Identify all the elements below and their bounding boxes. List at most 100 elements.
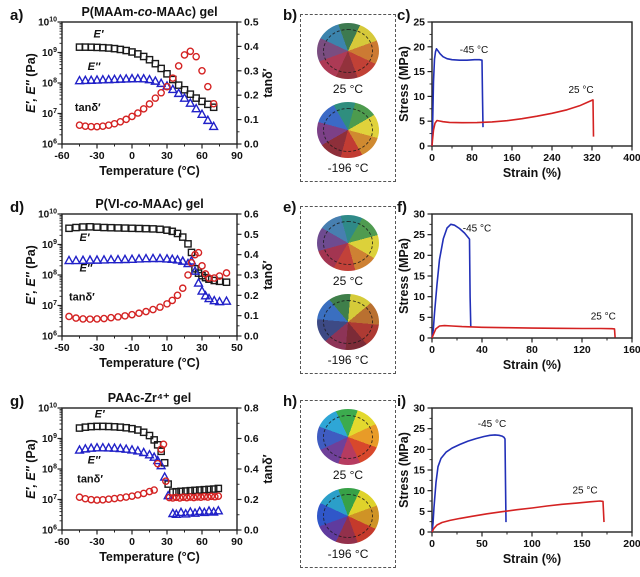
svg-text:-50: -50 bbox=[54, 342, 69, 354]
svg-text:Temperature (°C): Temperature (°C) bbox=[99, 550, 200, 564]
svg-text:0: 0 bbox=[129, 150, 135, 162]
svg-text:60: 60 bbox=[196, 150, 208, 162]
inner-dashed-ring bbox=[323, 494, 373, 538]
svg-text:-45 °C: -45 °C bbox=[463, 223, 491, 234]
svg-text:0.1: 0.1 bbox=[244, 114, 259, 126]
axes bbox=[427, 213, 633, 343]
svg-text:E′, E″ (Pa): E′, E″ (Pa) bbox=[26, 245, 38, 305]
svg-text:107: 107 bbox=[42, 108, 57, 120]
svg-text:20: 20 bbox=[413, 41, 425, 53]
gel-disc-photo bbox=[317, 102, 379, 158]
svg-text:15: 15 bbox=[413, 66, 425, 78]
svg-text:109: 109 bbox=[42, 47, 57, 59]
svg-text:108: 108 bbox=[42, 464, 57, 476]
svg-text:0.6: 0.6 bbox=[244, 433, 259, 445]
svg-text:Stress (MPa): Stress (MPa) bbox=[398, 46, 411, 122]
curve--45 °C bbox=[431, 434, 507, 533]
svg-text:tanδ′: tanδ′ bbox=[77, 474, 103, 486]
axes bbox=[427, 21, 633, 151]
svg-text:0: 0 bbox=[129, 536, 135, 548]
svg-text:P(VI-co-MAAc) gel: P(VI-co-MAAc) gel bbox=[95, 197, 203, 211]
svg-text:10: 10 bbox=[413, 91, 425, 103]
dma-plot-a: P(MAAm-co-MAAc) gel -60 -30 0 30 60 90 106 107 10… bbox=[26, 5, 275, 178]
svg-text:0: 0 bbox=[429, 152, 435, 164]
svg-text:0.3: 0.3 bbox=[244, 270, 259, 282]
svg-text:15: 15 bbox=[413, 465, 425, 477]
svg-text:0: 0 bbox=[429, 344, 435, 356]
svg-text:10: 10 bbox=[161, 342, 173, 354]
svg-text:106: 106 bbox=[42, 331, 57, 343]
panel-letter-d: d) bbox=[10, 199, 25, 216]
svg-text:P(MAAm-co-MAAc) gel: P(MAAm-co-MAAc) gel bbox=[81, 5, 217, 19]
svg-text:E″: E″ bbox=[88, 61, 101, 73]
svg-text:30: 30 bbox=[196, 342, 208, 354]
svg-text:0: 0 bbox=[419, 333, 425, 345]
svg-text:tanδ′: tanδ′ bbox=[75, 102, 101, 114]
svg-text:-60: -60 bbox=[54, 150, 69, 162]
svg-text:0.4: 0.4 bbox=[244, 41, 259, 53]
panel-letter-c: c) bbox=[397, 7, 411, 24]
gel-disc-photo bbox=[317, 409, 379, 465]
svg-text:0.2: 0.2 bbox=[244, 494, 259, 506]
panel-letter-f: f) bbox=[397, 199, 407, 216]
svg-text:80: 80 bbox=[466, 152, 478, 164]
curve-25 °C bbox=[431, 99, 595, 147]
svg-text:160: 160 bbox=[503, 152, 521, 164]
stress-strain-plot-i: 0 50 100 150 200 0 5 10 15 20 25 30 Stress (MPa) Stra… bbox=[398, 403, 640, 567]
svg-text:-30: -30 bbox=[89, 342, 104, 354]
svg-text:Stress (MPa): Stress (MPa) bbox=[398, 432, 411, 508]
svg-text:20: 20 bbox=[413, 250, 425, 262]
curve--45 °C bbox=[431, 223, 472, 339]
svg-text:25: 25 bbox=[413, 229, 425, 241]
temperature-label: 25 °C bbox=[332, 274, 364, 288]
svg-text:108: 108 bbox=[42, 78, 57, 90]
series-E′ bbox=[75, 43, 218, 112]
svg-text:0: 0 bbox=[419, 527, 425, 539]
svg-text:30: 30 bbox=[413, 209, 425, 221]
svg-text:25: 25 bbox=[413, 17, 425, 29]
svg-text:PAAc-Zr⁴⁺ gel: PAAc-Zr⁴⁺ gel bbox=[108, 391, 191, 405]
svg-text:0.0: 0.0 bbox=[244, 331, 259, 343]
series-E′ bbox=[65, 223, 231, 287]
svg-text:Strain (%): Strain (%) bbox=[503, 552, 561, 566]
svg-text:-45 °C: -45 °C bbox=[460, 45, 488, 56]
svg-text:200: 200 bbox=[623, 538, 640, 550]
svg-text:0.3: 0.3 bbox=[244, 65, 259, 77]
inner-dashed-ring bbox=[323, 300, 373, 344]
svg-text:107: 107 bbox=[42, 494, 57, 506]
svg-text:Temperature (°C): Temperature (°C) bbox=[99, 164, 200, 178]
axes bbox=[57, 213, 242, 341]
svg-text:100: 100 bbox=[523, 538, 541, 550]
panel-letter-b: b) bbox=[283, 7, 298, 24]
svg-text:15: 15 bbox=[413, 271, 425, 283]
svg-text:40: 40 bbox=[476, 344, 488, 356]
svg-text:0: 0 bbox=[419, 141, 425, 153]
svg-text:240: 240 bbox=[543, 152, 561, 164]
svg-text:E′, E″ (Pa): E′, E″ (Pa) bbox=[26, 53, 38, 113]
series-E″ bbox=[74, 73, 219, 131]
svg-text:0.0: 0.0 bbox=[244, 525, 259, 537]
svg-text:5: 5 bbox=[419, 116, 425, 128]
svg-text:0.6: 0.6 bbox=[244, 209, 259, 221]
svg-text:400: 400 bbox=[623, 152, 640, 164]
svg-text:0.4: 0.4 bbox=[244, 464, 259, 476]
svg-text:-30: -30 bbox=[89, 536, 104, 548]
curve--45 °C bbox=[431, 47, 484, 147]
panel-letter-h: h) bbox=[283, 393, 298, 410]
dma-plot-g: PAAc-Zr⁴⁺ gel -60 -30 0 30 60 90 106 107 108 109 10… bbox=[26, 391, 275, 564]
svg-text:tanδ′: tanδ′ bbox=[69, 291, 95, 303]
svg-text:1010: 1010 bbox=[38, 209, 57, 221]
svg-text:0.5: 0.5 bbox=[244, 17, 259, 29]
svg-text:90: 90 bbox=[231, 150, 243, 162]
svg-text:60: 60 bbox=[196, 536, 208, 548]
svg-text:30: 30 bbox=[413, 403, 425, 415]
svg-text:Strain (%): Strain (%) bbox=[503, 358, 561, 372]
svg-text:109: 109 bbox=[42, 239, 57, 251]
svg-text:25 °C: 25 °C bbox=[572, 486, 597, 497]
svg-text:320: 320 bbox=[583, 152, 601, 164]
svg-text:90: 90 bbox=[231, 536, 243, 548]
dma-plot-d: P(VI-co-MAAc) gel -50 -30 -10 10 30 50 106 107 10… bbox=[26, 197, 275, 370]
series-E″ bbox=[74, 442, 224, 518]
svg-text:106: 106 bbox=[42, 139, 57, 151]
svg-text:-45 °C: -45 °C bbox=[478, 419, 506, 430]
